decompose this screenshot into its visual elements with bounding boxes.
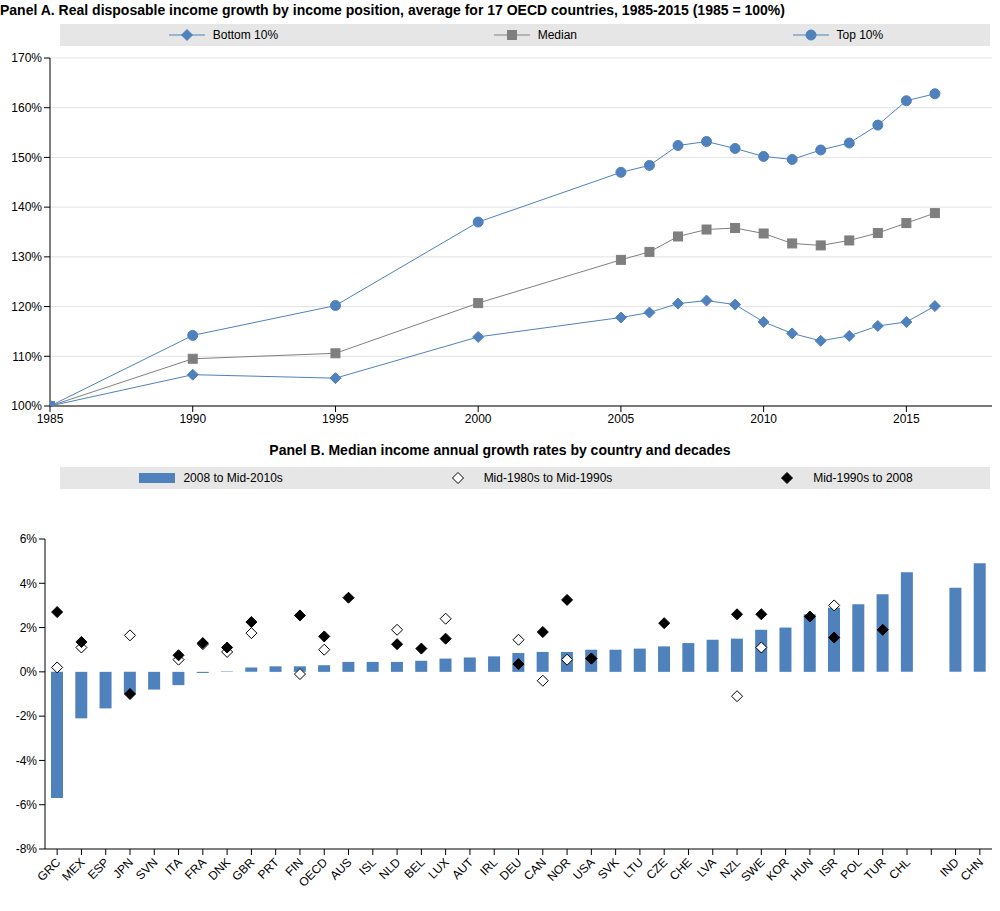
svg-text:ESP: ESP bbox=[85, 855, 112, 882]
svg-text:100%: 100% bbox=[11, 399, 42, 413]
svg-text:FRA: FRA bbox=[182, 855, 209, 882]
svg-text:NLD: NLD bbox=[376, 855, 403, 882]
svg-text:CHL: CHL bbox=[886, 855, 913, 882]
svg-text:CHN: CHN bbox=[958, 855, 986, 883]
svg-text:150%: 150% bbox=[11, 151, 42, 165]
svg-text:PRT: PRT bbox=[255, 855, 282, 882]
svg-text:2005: 2005 bbox=[608, 412, 635, 426]
svg-text:NOR: NOR bbox=[544, 855, 573, 884]
html-text:Panel B. Median income annual: Panel B. Median income annual growth rat… bbox=[269, 442, 731, 458]
html-text:2008 to Mid-2010s: 2008 to Mid-2010s bbox=[183, 471, 283, 485]
svg-text:KOR: KOR bbox=[763, 855, 792, 884]
svg-text:NZL: NZL bbox=[717, 855, 743, 881]
svg-text:2015: 2015 bbox=[893, 412, 920, 426]
svg-text:GRC: GRC bbox=[35, 855, 64, 884]
html-text:Median: Median bbox=[537, 28, 577, 42]
svg-text:JPN: JPN bbox=[110, 855, 136, 881]
html-text:Mid-1990s to 2008: Mid-1990s to 2008 bbox=[813, 471, 913, 485]
svg-text:1985: 1985 bbox=[37, 412, 64, 426]
svg-text:1995: 1995 bbox=[322, 412, 349, 426]
svg-text:SVN: SVN bbox=[133, 855, 160, 882]
svg-text:CAN: CAN bbox=[521, 855, 549, 883]
svg-text:BEL: BEL bbox=[402, 855, 428, 881]
svg-text:-8%: -8% bbox=[16, 842, 38, 856]
svg-text:CZE: CZE bbox=[643, 855, 670, 882]
svg-text:SWE: SWE bbox=[738, 855, 767, 884]
svg-text:-4%: -4% bbox=[16, 754, 38, 768]
svg-text:IRL: IRL bbox=[477, 855, 500, 878]
svg-text:ISL: ISL bbox=[356, 855, 379, 878]
svg-text:-6%: -6% bbox=[16, 798, 38, 812]
svg-text:SVK: SVK bbox=[595, 855, 622, 882]
svg-text:AUT: AUT bbox=[449, 855, 476, 882]
svg-text:MEX: MEX bbox=[59, 855, 87, 883]
html-text:Panel A. Real disposable incom: Panel A. Real disposable income growth b… bbox=[0, 2, 785, 18]
svg-text:TUR: TUR bbox=[862, 855, 890, 883]
svg-text:IND: IND bbox=[937, 855, 962, 880]
svg-text:OECD: OECD bbox=[296, 855, 331, 889]
svg-text:6%: 6% bbox=[20, 532, 38, 546]
svg-text:4%: 4% bbox=[20, 577, 38, 591]
svg-text:140%: 140% bbox=[11, 200, 42, 214]
svg-text:LTU: LTU bbox=[621, 855, 646, 880]
svg-text:LVA: LVA bbox=[694, 855, 719, 880]
svg-text:0%: 0% bbox=[20, 665, 38, 679]
html-text:Bottom 10%: Bottom 10% bbox=[212, 28, 279, 42]
svg-text:1990: 1990 bbox=[179, 412, 206, 426]
html-text:Mid-1980s to Mid-1990s: Mid-1980s to Mid-1990s bbox=[483, 471, 613, 485]
svg-text:2%: 2% bbox=[20, 621, 38, 635]
svg-text:POL: POL bbox=[838, 855, 865, 882]
svg-text:-2%: -2% bbox=[16, 709, 38, 723]
svg-text:DEU: DEU bbox=[497, 855, 525, 883]
svg-text:170%: 170% bbox=[11, 51, 42, 65]
svg-text:HUN: HUN bbox=[788, 855, 816, 883]
svg-text:AUS: AUS bbox=[327, 855, 354, 882]
svg-text:120%: 120% bbox=[11, 300, 42, 314]
svg-text:130%: 130% bbox=[11, 250, 42, 264]
svg-text:CHE: CHE bbox=[667, 855, 695, 883]
html-text:Top 10%: Top 10% bbox=[836, 28, 884, 42]
svg-text:DNK: DNK bbox=[205, 855, 233, 883]
svg-text:ISR: ISR bbox=[816, 855, 840, 879]
svg-text:GBR: GBR bbox=[229, 855, 258, 884]
svg-text:ITA: ITA bbox=[162, 855, 184, 877]
svg-text:2000: 2000 bbox=[465, 412, 492, 426]
svg-text:LUX: LUX bbox=[425, 855, 451, 881]
svg-text:2010: 2010 bbox=[750, 412, 777, 426]
svg-text:USA: USA bbox=[570, 855, 597, 882]
svg-text:110%: 110% bbox=[12, 350, 42, 364]
svg-text:FIN: FIN bbox=[282, 855, 307, 879]
svg-text:160%: 160% bbox=[11, 101, 42, 115]
